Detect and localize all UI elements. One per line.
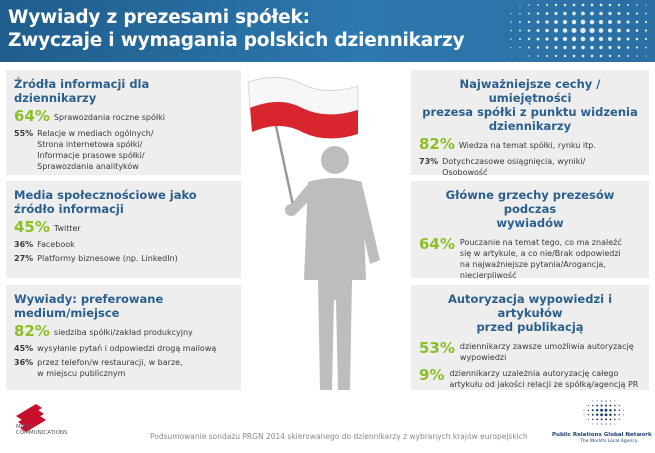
item-text: dziennikarzy uzależnia autoryzację całeg… [449, 369, 639, 389]
percent-value: 36% [14, 358, 34, 367]
item-text: Platformy biznesowe (np. LinkedIn) [37, 254, 178, 263]
panel-title: Główne grzechy prezesów podczas wywiadów [445, 188, 615, 230]
percent-value: 36% [14, 240, 34, 249]
percent-value: 45% [14, 344, 34, 353]
item-text: przez telefon/w restauracji, w barze, w … [37, 358, 183, 378]
list-item: 9% dziennikarzy uzależnia autoryzację ca… [419, 367, 641, 390]
list-item: 53% dziennikarzy zawsze umożliwia autory… [419, 340, 641, 363]
prgn-tagline: The World's Local Agency [580, 439, 638, 444]
list-item: 45% wysyłanie pytań i odpowiedzi drogą m… [14, 343, 233, 354]
panel-social-media: Media społecznościowe jako źródło inform… [6, 181, 241, 278]
list-item: 36% Facebook [14, 239, 233, 250]
header-banner: Wywiady z prezesami spółek: Zwyczaje i w… [0, 0, 655, 62]
item-text: siedziba spółki/zakład produkcyjny [53, 328, 193, 337]
percent-value: 55% [14, 129, 34, 138]
percent-value: 82% [14, 322, 50, 340]
multi-communications-logo [16, 404, 46, 432]
footer-note: Podsumowanie sondażu PRGN 2014 skierowan… [150, 432, 528, 441]
percent-value: 9% [419, 366, 445, 384]
item-text: Wiedza na temat spółki, rynku itp. [458, 141, 596, 150]
panel-sources: Źródła informacji dla dziennikarzy 64% S… [6, 70, 241, 175]
percent-value: 82% [419, 135, 455, 153]
panel-title: Źródła informacji dla dziennikarzy [14, 77, 150, 105]
percent-value: 64% [419, 235, 455, 253]
panel-interviews: Wywiady: preferowane medium/miejsce 82% … [6, 285, 241, 390]
list-item: 27% Platformy biznesowe (np. LinkedIn) [14, 253, 233, 264]
list-item: 36% przez telefon/w restauracji, w barze… [14, 357, 233, 379]
item-text: Pouczanie na temat tego, co ma znaleźć s… [459, 238, 622, 280]
prgn-globe-logo [583, 400, 625, 425]
person-with-flag-icon [247, 77, 380, 390]
item-text: wysyłanie pytań i odpowiedzi drogą mailo… [37, 344, 217, 353]
multi-communications-logo-text: MULTI COMMUNICATIONS [16, 424, 68, 436]
list-item: 64% Pouczanie na temat tego, co ma znale… [419, 236, 641, 281]
list-item: 64% Sprawozdania roczne spółki [14, 108, 233, 125]
percent-value: 53% [419, 339, 455, 357]
item-text: dziennikarzy zawsze umożliwia autoryzacj… [459, 342, 634, 362]
list-item: 45% Twitter [14, 219, 233, 236]
list-item: 82% siedziba spółki/zakład produkcyjny [14, 323, 233, 340]
percent-value: 27% [14, 254, 34, 263]
percent-value: 64% [14, 107, 50, 125]
percent-value: 45% [14, 218, 50, 236]
item-text: Facebook [37, 240, 75, 249]
panel-title: Media społecznościowe jako źródło inform… [14, 188, 197, 216]
page-title: Wywiady z prezesami spółek: Zwyczaje i w… [8, 7, 465, 51]
panel-ceo-sins: Główne grzechy prezesów podczas wywiadów… [411, 181, 649, 281]
panel-authorization: Autoryzacja wypowiedzi i artykułów przed… [411, 285, 649, 390]
panel-title: Autoryzacja wypowiedzi i artykułów przed… [447, 292, 613, 334]
item-text: Sprawozdania roczne spółki [53, 113, 166, 122]
item-text: Dotychczasowe osiągnięcia, wyniki/ Osobo… [442, 157, 586, 177]
decorative-dots-icon [510, 3, 648, 58]
prgn-name: Public Relations Global Network [552, 432, 652, 438]
percent-value: 73% [419, 157, 439, 166]
item-text: Relacje w mediach ogólnych/ Strona inter… [37, 129, 154, 171]
panel-title: Wywiady: preferowane medium/miejsce [14, 292, 164, 320]
list-item: 73% Dotychczasowe osiągnięcia, wyniki/ O… [419, 156, 641, 178]
list-item: 82% Wiedza na temat spółki, rynku itp. [419, 136, 641, 153]
panel-ceo-traits: Najważniejsze cechy / umiejętności preze… [411, 70, 649, 178]
item-text: Twitter [53, 224, 81, 233]
list-item: 55% Relacje w mediach ogólnych/ Strona i… [14, 128, 233, 172]
panel-title: Najważniejsze cechy / umiejętności preze… [422, 77, 638, 133]
